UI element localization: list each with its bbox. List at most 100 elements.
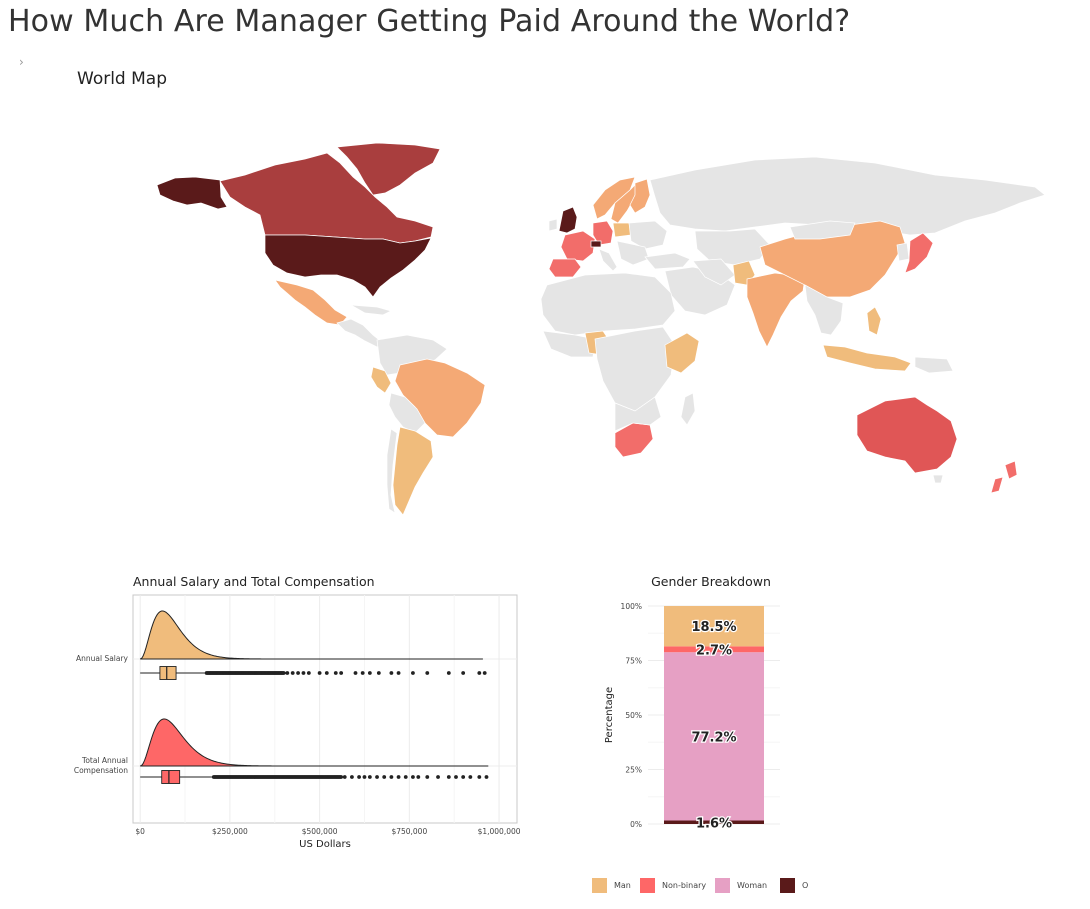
outlier-point (411, 775, 415, 779)
map-region (664, 332, 700, 374)
outlier-point (285, 671, 290, 675)
box (161, 770, 181, 784)
outlier-point (339, 775, 344, 779)
map-region (386, 428, 398, 514)
map-region (804, 284, 844, 336)
legend-swatch (715, 878, 730, 893)
outlier-point (367, 671, 372, 675)
map-region (649, 156, 1046, 236)
x-tick-label: $500,000 (302, 827, 338, 836)
y-tick-label: 50% (625, 711, 642, 720)
data-label: 77.2% (691, 730, 736, 745)
stack-segment (664, 652, 764, 821)
x-axis-ticks: $0 $250,000 $500,000 $750,000 $1,000,000 (135, 827, 520, 836)
page-title: How Much Are Manager Getting Paid Around… (8, 4, 851, 39)
legend-swatch (780, 878, 795, 893)
y-axis-ticks: 0% 25% 50% 75% 100% (621, 602, 642, 829)
stack-segment (664, 820, 764, 824)
y-tick-label: 100% (621, 602, 642, 611)
plot-marks (139, 610, 489, 784)
map-region (274, 279, 348, 326)
map-region (560, 230, 596, 262)
outlier-point (362, 775, 367, 779)
outlier-point (339, 671, 344, 675)
density-area (140, 718, 489, 767)
outlier-point (357, 775, 361, 779)
outlier-point (353, 671, 358, 675)
outlier-point (296, 671, 300, 675)
map-region (594, 326, 676, 412)
outlier-point (477, 775, 482, 779)
map-land (156, 142, 1046, 516)
map-region (629, 178, 651, 214)
legend-label: O (802, 881, 809, 890)
map-region (932, 474, 944, 484)
map-region (822, 344, 912, 372)
world-map (156, 142, 1046, 516)
map-region (558, 206, 578, 234)
map-region (692, 258, 736, 286)
chevron-right-icon[interactable]: › (19, 55, 24, 69)
map-region (904, 232, 934, 274)
map-region (598, 248, 618, 272)
salary-chart: Annual Salary and Total Compensation Ann… (74, 574, 521, 850)
plot-marks (664, 606, 764, 824)
map-region (540, 272, 676, 336)
map-region (590, 240, 602, 248)
outlier-point (461, 775, 466, 779)
outlier-point (396, 671, 401, 675)
outlier-point (446, 671, 451, 675)
x-tick-label: $0 (135, 827, 145, 836)
legend-swatch (640, 878, 655, 893)
outlier-point (290, 671, 295, 675)
data-label: 1.6% (696, 816, 732, 831)
map-region (746, 272, 806, 348)
map-region (612, 222, 632, 238)
outlier-point (360, 671, 365, 675)
data-labels: 1.6% 77.2% 2.7% 18.5% (690, 619, 738, 832)
outlier-point (367, 775, 372, 779)
outlier-point (461, 671, 466, 675)
outlier-point (396, 775, 401, 779)
map-region (336, 318, 384, 348)
outlier-point (425, 671, 430, 675)
outlier-point (425, 775, 430, 779)
map-region (336, 142, 441, 196)
x-axis-label: US Dollars (299, 839, 351, 850)
outlier-point (375, 775, 379, 779)
y-axis-label: Percentage (604, 687, 615, 743)
y-tick-label: Total Annual (81, 756, 128, 765)
outlier-point (403, 775, 408, 779)
map-region (644, 252, 691, 270)
outlier-point (468, 775, 473, 779)
map-region (896, 242, 910, 262)
outlier-point (324, 671, 329, 675)
map-region (264, 234, 432, 298)
x-tick-label: $750,000 (391, 827, 427, 836)
outlier-point (446, 775, 451, 779)
legend-label: Non-binary (662, 881, 707, 890)
map-region (616, 240, 650, 266)
outlier-point (454, 775, 458, 779)
map-region (680, 392, 696, 426)
outlier-point (333, 671, 338, 675)
outlier-point (382, 775, 387, 779)
map-region (614, 396, 662, 432)
map-region (548, 258, 582, 278)
map-region (914, 356, 954, 374)
box (159, 666, 177, 680)
map-region (370, 366, 392, 394)
map-region (856, 396, 958, 474)
plot-frame (132, 594, 518, 824)
outlier-point (376, 671, 381, 675)
outlier-point (484, 775, 489, 779)
gender-chart: Gender Breakdown Percentage 1.6% 77.2% 2.7… (604, 574, 780, 832)
density-area (139, 610, 483, 660)
stack-segment (664, 606, 764, 647)
chart-title: Gender Breakdown (651, 574, 771, 589)
map-region (548, 218, 558, 232)
map-region (156, 176, 228, 210)
outlier-point (416, 775, 421, 779)
map-region (350, 304, 392, 316)
